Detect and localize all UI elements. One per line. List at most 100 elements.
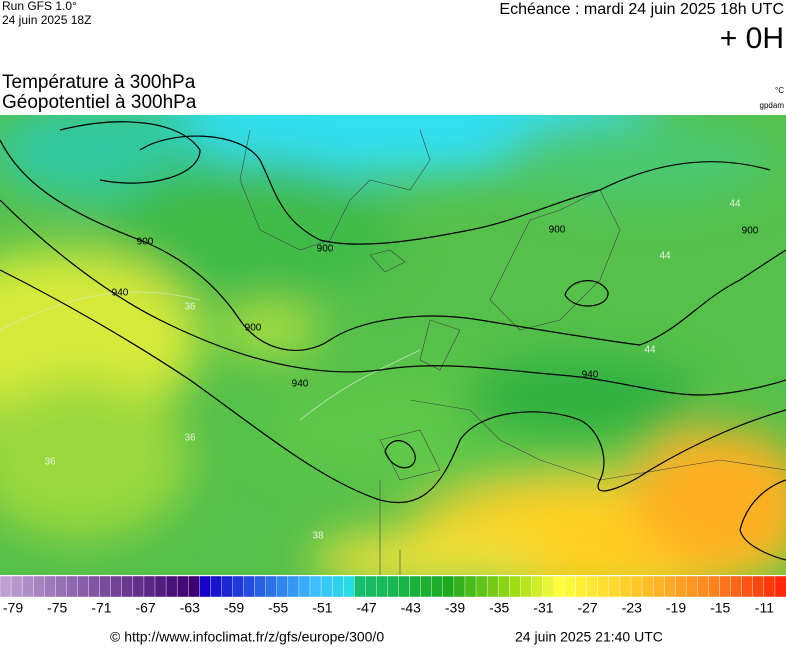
colorbar-label: -19 [666, 600, 686, 616]
colorbar-swatch [509, 575, 521, 598]
colorbar-swatch [708, 575, 721, 598]
colorbar-label: -27 [577, 600, 597, 616]
run-date: 24 juin 2025 18Z [2, 13, 91, 27]
colorbar-swatch [132, 575, 145, 598]
colorbar-swatch [575, 575, 588, 598]
colorbar-label: -47 [356, 600, 376, 616]
contour-label: 36 [184, 433, 196, 444]
colorbar-swatch [276, 575, 289, 598]
colorbar-label: -23 [622, 600, 642, 616]
title-temperature: Température à 300hPa [2, 72, 196, 93]
colorbar-swatch [265, 575, 278, 598]
colorbar-label: -39 [445, 600, 465, 616]
colorbar-swatch [320, 575, 333, 598]
colorbar-label: -71 [91, 600, 111, 616]
colorbar-swatch [66, 575, 78, 598]
colorbar-swatch [597, 575, 610, 598]
colorbar-swatch [354, 575, 366, 598]
colorbar-swatch [165, 575, 178, 598]
colorbar-swatch [398, 575, 411, 598]
colorbar-swatch [254, 575, 267, 598]
colorbar-label: -79 [3, 600, 23, 616]
unit-temp: °C [775, 86, 784, 95]
colorbar-swatch [10, 575, 23, 598]
colorbar-swatch [641, 575, 654, 598]
colorbar-swatch [376, 575, 388, 598]
colorbar-swatch [608, 575, 621, 598]
run-label: Run GFS 1.0° [2, 0, 77, 13]
colorbar-swatch [342, 575, 355, 598]
colorbar-swatch [431, 575, 444, 598]
colorbar-swatch [719, 575, 732, 598]
colorbar-swatch [199, 575, 211, 598]
colorbar-label: -11 [755, 600, 774, 616]
colorbar-swatch [464, 575, 477, 598]
colorbar-label: -51 [312, 600, 332, 616]
unit-geo: gpdam [760, 101, 785, 110]
colorbar-swatch [553, 575, 566, 598]
colorbar-swatch [121, 575, 134, 598]
colorbar-swatch [686, 575, 698, 598]
colorbar-swatch [88, 575, 101, 598]
colorbar-swatch [586, 575, 599, 598]
colorbar-swatch [243, 575, 256, 598]
colorbar-swatch [542, 575, 555, 598]
colorbar-swatch [564, 575, 577, 598]
colorbar-swatch [154, 575, 167, 598]
colorbar-swatch [232, 575, 245, 598]
colorbar-swatch [486, 575, 499, 598]
contour-label: 940 [582, 370, 599, 381]
colorbar-swatch [210, 575, 222, 598]
colorbar-swatch [630, 575, 643, 598]
lead-time: + 0H [720, 22, 784, 55]
colorbar-swatch [763, 575, 776, 598]
colorbar-swatch [21, 575, 34, 598]
colorbar-swatch [0, 575, 12, 598]
colorbar-swatch [675, 575, 687, 598]
colorbar-swatch [77, 575, 90, 598]
colorbar-swatch [187, 575, 200, 598]
contour-label: 44 [729, 199, 741, 210]
colorbar-swatch [409, 575, 422, 598]
colorbar-swatch [99, 575, 112, 598]
colorbar-swatch [331, 575, 344, 598]
colorbar-swatch [298, 575, 311, 598]
forecast-time: Echéance : mardi 24 juin 2025 18h UTC [499, 1, 784, 18]
colorbar-label: -43 [401, 600, 421, 616]
colorbar-swatch [420, 575, 433, 598]
contour-label: 38 [312, 531, 324, 542]
colorbar-swatch [741, 575, 754, 598]
colorbar: -79 -75 -71 -67 -63 -59 -55 -51 -47 -43 -39 -35 -31 -… [0, 575, 786, 616]
colorbar-swatch [55, 575, 67, 598]
contour-label: 940 [112, 288, 129, 299]
contour-label: 900 [317, 244, 334, 255]
colorbar-swatch [531, 575, 543, 598]
map: 900 900 900 900 940 940 940 900 36 36 36 44 44 44 38 [0, 115, 786, 575]
colorbar-label: -15 [710, 600, 730, 616]
colorbar-swatch [143, 575, 156, 598]
contour-label: 900 [245, 323, 262, 334]
colorbar-swatch [652, 575, 665, 598]
contour-label: 940 [292, 379, 309, 390]
footer-timestamp: 24 juin 2025 21:40 UTC [515, 629, 663, 645]
contour-label: 900 [137, 237, 154, 248]
colorbar-label: -31 [533, 600, 553, 616]
contour-label: 900 [549, 225, 566, 236]
contour-label: 44 [659, 251, 671, 262]
footer-url: © http://www.infoclimat.fr/z/gfs/europe/… [110, 629, 384, 645]
colorbar-swatch [730, 575, 743, 598]
contour-label: 36 [184, 302, 196, 313]
colorbar-swatch [619, 575, 632, 598]
colorbar-swatch [110, 575, 123, 598]
colorbar-swatch [453, 575, 466, 598]
contour-label: 44 [644, 345, 656, 356]
colorbar-swatch [287, 575, 300, 598]
title-geopotential: Géopotentiel à 300hPa [2, 92, 197, 113]
colorbar-swatch [221, 575, 233, 598]
colorbar-swatch [387, 575, 400, 598]
colorbar-swatch [475, 575, 488, 598]
colorbar-swatch [697, 575, 710, 598]
colorbar-swatch [442, 575, 455, 598]
colorbar-swatch [520, 575, 532, 598]
colorbar-swatch [497, 575, 510, 598]
